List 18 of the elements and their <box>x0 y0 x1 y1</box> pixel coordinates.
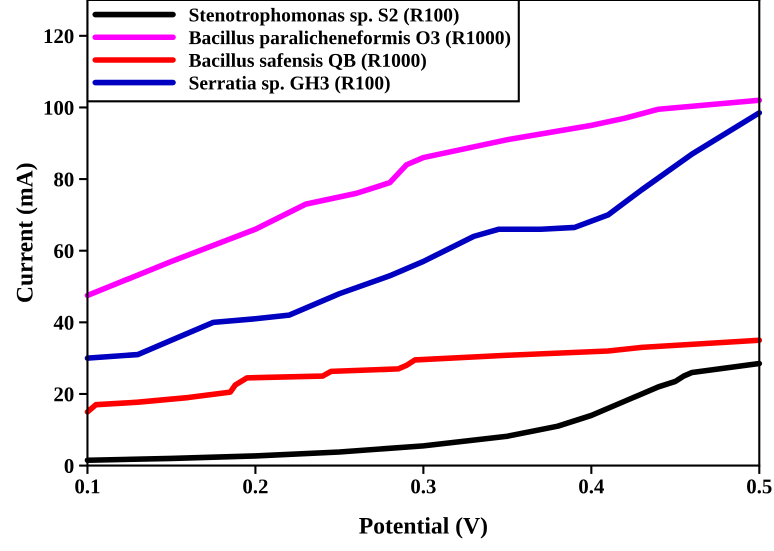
legend-label: Stenotrophomonas sp. S2 (R100) <box>190 8 459 26</box>
legend-label: Serratia sp. GH3 (R100) <box>190 76 390 94</box>
x-tick-label: 0.2 <box>243 479 268 494</box>
y-axis-title: Current (mA) <box>16 164 38 302</box>
legend-label: Bacillus safensis QB (R1000) <box>188 53 426 71</box>
legend-label: Bacillus paralicheneformis O3 (R1000) <box>188 30 510 48</box>
x-tick-label: 0.5 <box>747 479 772 494</box>
y-tick-label: 80 <box>54 172 74 187</box>
y-tick-label: 120 <box>44 29 74 44</box>
x-tick-label: 0.3 <box>411 479 436 494</box>
x-axis-title: Potential (V) <box>359 517 487 539</box>
y-tick-label: 100 <box>44 100 74 115</box>
x-tick-label: 0.1 <box>75 479 100 494</box>
x-tick-label: 0.4 <box>579 479 604 494</box>
y-tick-label: 60 <box>54 244 74 258</box>
y-tick-label: 0 <box>64 458 74 474</box>
y-tick-label: 40 <box>54 316 74 330</box>
y-tick-label: 20 <box>54 387 74 402</box>
